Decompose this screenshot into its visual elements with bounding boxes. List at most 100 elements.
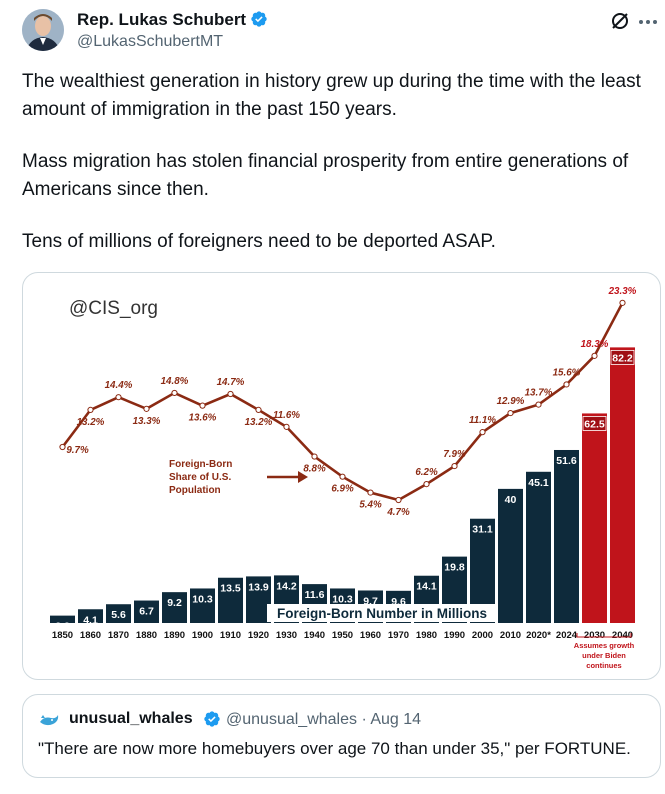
chart-bar-label: 40 — [505, 494, 517, 506]
chart-line-label: 8.8% — [303, 464, 326, 475]
chart-line-label: 23.3% — [608, 286, 637, 297]
quoted-author-name[interactable]: unusual_whales — [69, 710, 193, 727]
chart-bar — [50, 615, 75, 623]
chart-line-point — [171, 389, 178, 397]
chart-line-label: 13.2% — [77, 417, 105, 428]
chart-line-label: 7.9% — [443, 449, 466, 460]
more-icon[interactable] — [638, 12, 658, 37]
quoted-text: "There are now more homebuyers over age … — [38, 739, 631, 758]
chart-line-point — [59, 443, 66, 451]
chart-line-point — [115, 394, 122, 401]
chart-x-tick-label: 1900 — [192, 630, 213, 641]
chart-line-point — [87, 406, 94, 413]
chart-line-point — [255, 406, 262, 413]
chart-line-point — [451, 462, 458, 470]
chart-bar-label: 45.1 — [528, 477, 549, 489]
chart-x-tick-label: 2024 — [556, 630, 578, 641]
chart-line-label: 9.7% — [66, 445, 89, 456]
chart-bar-label: 51.6 — [556, 455, 577, 467]
quoted-handle[interactable]: @unusual_whales — [226, 711, 357, 728]
chart-line-point — [507, 409, 514, 417]
chart-bar-label: 11.6 — [305, 589, 325, 601]
chart-line-label: 5.4% — [359, 500, 382, 511]
whale-avatar-icon[interactable] — [38, 709, 60, 731]
chart-bar-label: 2.2 — [55, 621, 70, 633]
chart-line-point — [563, 381, 570, 388]
chart-bar — [218, 577, 243, 623]
chart-line-point — [591, 352, 598, 359]
chart-line-label: 18.3% — [581, 339, 609, 350]
chart-x-tick-label: 1880 — [136, 630, 157, 641]
chart-x-tick-label: 1970 — [388, 630, 409, 641]
chart-x-tick-label: 1930 — [276, 630, 297, 641]
chart-x-tick-label: 1850 — [52, 630, 73, 641]
tweet-text: The wealthiest generation in history gre… — [22, 68, 662, 280]
chart-bar — [554, 449, 579, 623]
tweet-paragraph: The wealthiest generation in history gre… — [22, 71, 641, 120]
chart-projection-bracket — [576, 633, 632, 638]
chart-bar — [526, 471, 551, 623]
chart-line-series — [61, 302, 624, 502]
chart-watermark: @CIS_org — [69, 298, 158, 319]
tweet-media-chart[interactable]: @CIS_org 2.2 1850 4.1 1860 5.6 1870 6.7 1880 9.2 1… — [22, 272, 661, 680]
author-name[interactable]: Rep. Lukas Schubert — [77, 10, 268, 33]
chart-line-label: 13.2% — [245, 417, 273, 428]
grok-icon[interactable] — [610, 11, 630, 36]
chart-x-tick-label: 1980 — [416, 630, 437, 641]
chart-line-label: 4.7% — [386, 507, 410, 518]
author-name-text[interactable]: Rep. Lukas Schubert — [77, 10, 247, 29]
chart-line-label: 12.9% — [497, 396, 525, 407]
chart-bar — [134, 600, 159, 623]
chart-bar — [246, 576, 271, 623]
chart-bar-label: 13.9 — [248, 581, 269, 593]
chart-line-label: 14.8% — [161, 376, 189, 387]
chart-x-tick-label: 2030 — [584, 630, 605, 641]
chart-bar — [78, 609, 103, 623]
chart-line-point — [227, 390, 234, 398]
verified-badge-icon — [203, 710, 221, 733]
chart-x-tick-label: 2010 — [500, 630, 521, 641]
quoted-handle-date[interactable]: @unusual_whales · Aug 14 — [226, 711, 421, 729]
chart-bar-label: 19.8 — [444, 562, 465, 574]
chart-projection-note: under Biden — [582, 651, 626, 660]
quoted-date[interactable]: · Aug 14 — [361, 711, 422, 728]
tweet-paragraph: Tens of millions of foreigners need to b… — [22, 231, 496, 252]
chart-bar-label: 5.6 — [111, 609, 126, 621]
chart-line-point — [395, 496, 402, 504]
chart-x-tick-label: 2040 — [612, 630, 633, 641]
chart-line-annotation: Population — [169, 485, 221, 496]
chart-bar-label: 10.3 — [192, 593, 213, 605]
chart-line-label: 6.2% — [415, 467, 438, 478]
chart-projection-note: continues — [586, 661, 621, 670]
author-avatar[interactable] — [22, 9, 64, 51]
chart-line-label: 14.4% — [105, 380, 133, 391]
chart-x-tick-label: 1960 — [360, 630, 381, 641]
chart-bar-label: 9.2 — [167, 597, 182, 609]
chart-bar-label: 82.2 — [612, 352, 633, 364]
chart-line-label: 14.7% — [217, 377, 245, 388]
chart-bar-label: 4.1 — [83, 614, 98, 626]
chart-bar-label: 6.7 — [139, 606, 154, 618]
chart-x-tick-label: 1920 — [248, 630, 269, 641]
chart-line-annotation: Share of U.S. — [169, 472, 231, 483]
chart-bar-axis-label-box — [267, 604, 497, 622]
chart-line-label: 13.7% — [525, 388, 553, 399]
chart-bar-label: 14.1 — [416, 581, 437, 593]
chart-x-tick-label: 2000 — [472, 630, 493, 641]
tweet-paragraph: Mass migration has stolen financial pros… — [22, 151, 629, 200]
chart-line-point — [339, 473, 346, 480]
chart-bar-label-box — [610, 349, 635, 365]
chart-x-tick-label: 1950 — [332, 630, 353, 641]
verified-badge-icon — [250, 10, 268, 33]
quoted-tweet[interactable]: unusual_whales @unusual_whales · Aug 14 … — [22, 694, 661, 778]
chart-bar-label: 14.2 — [276, 580, 297, 592]
chart-bar — [162, 592, 187, 623]
chart-line-point — [283, 423, 290, 430]
chart-x-tick-label: 1860 — [80, 630, 101, 641]
chart-line-point — [619, 299, 626, 306]
chart-line-point — [479, 429, 486, 436]
chart-bar-label: 10.3 — [332, 593, 353, 605]
chart-line-label: 15.6% — [553, 367, 581, 378]
author-handle[interactable]: @LukasSchubertMT — [77, 33, 224, 50]
